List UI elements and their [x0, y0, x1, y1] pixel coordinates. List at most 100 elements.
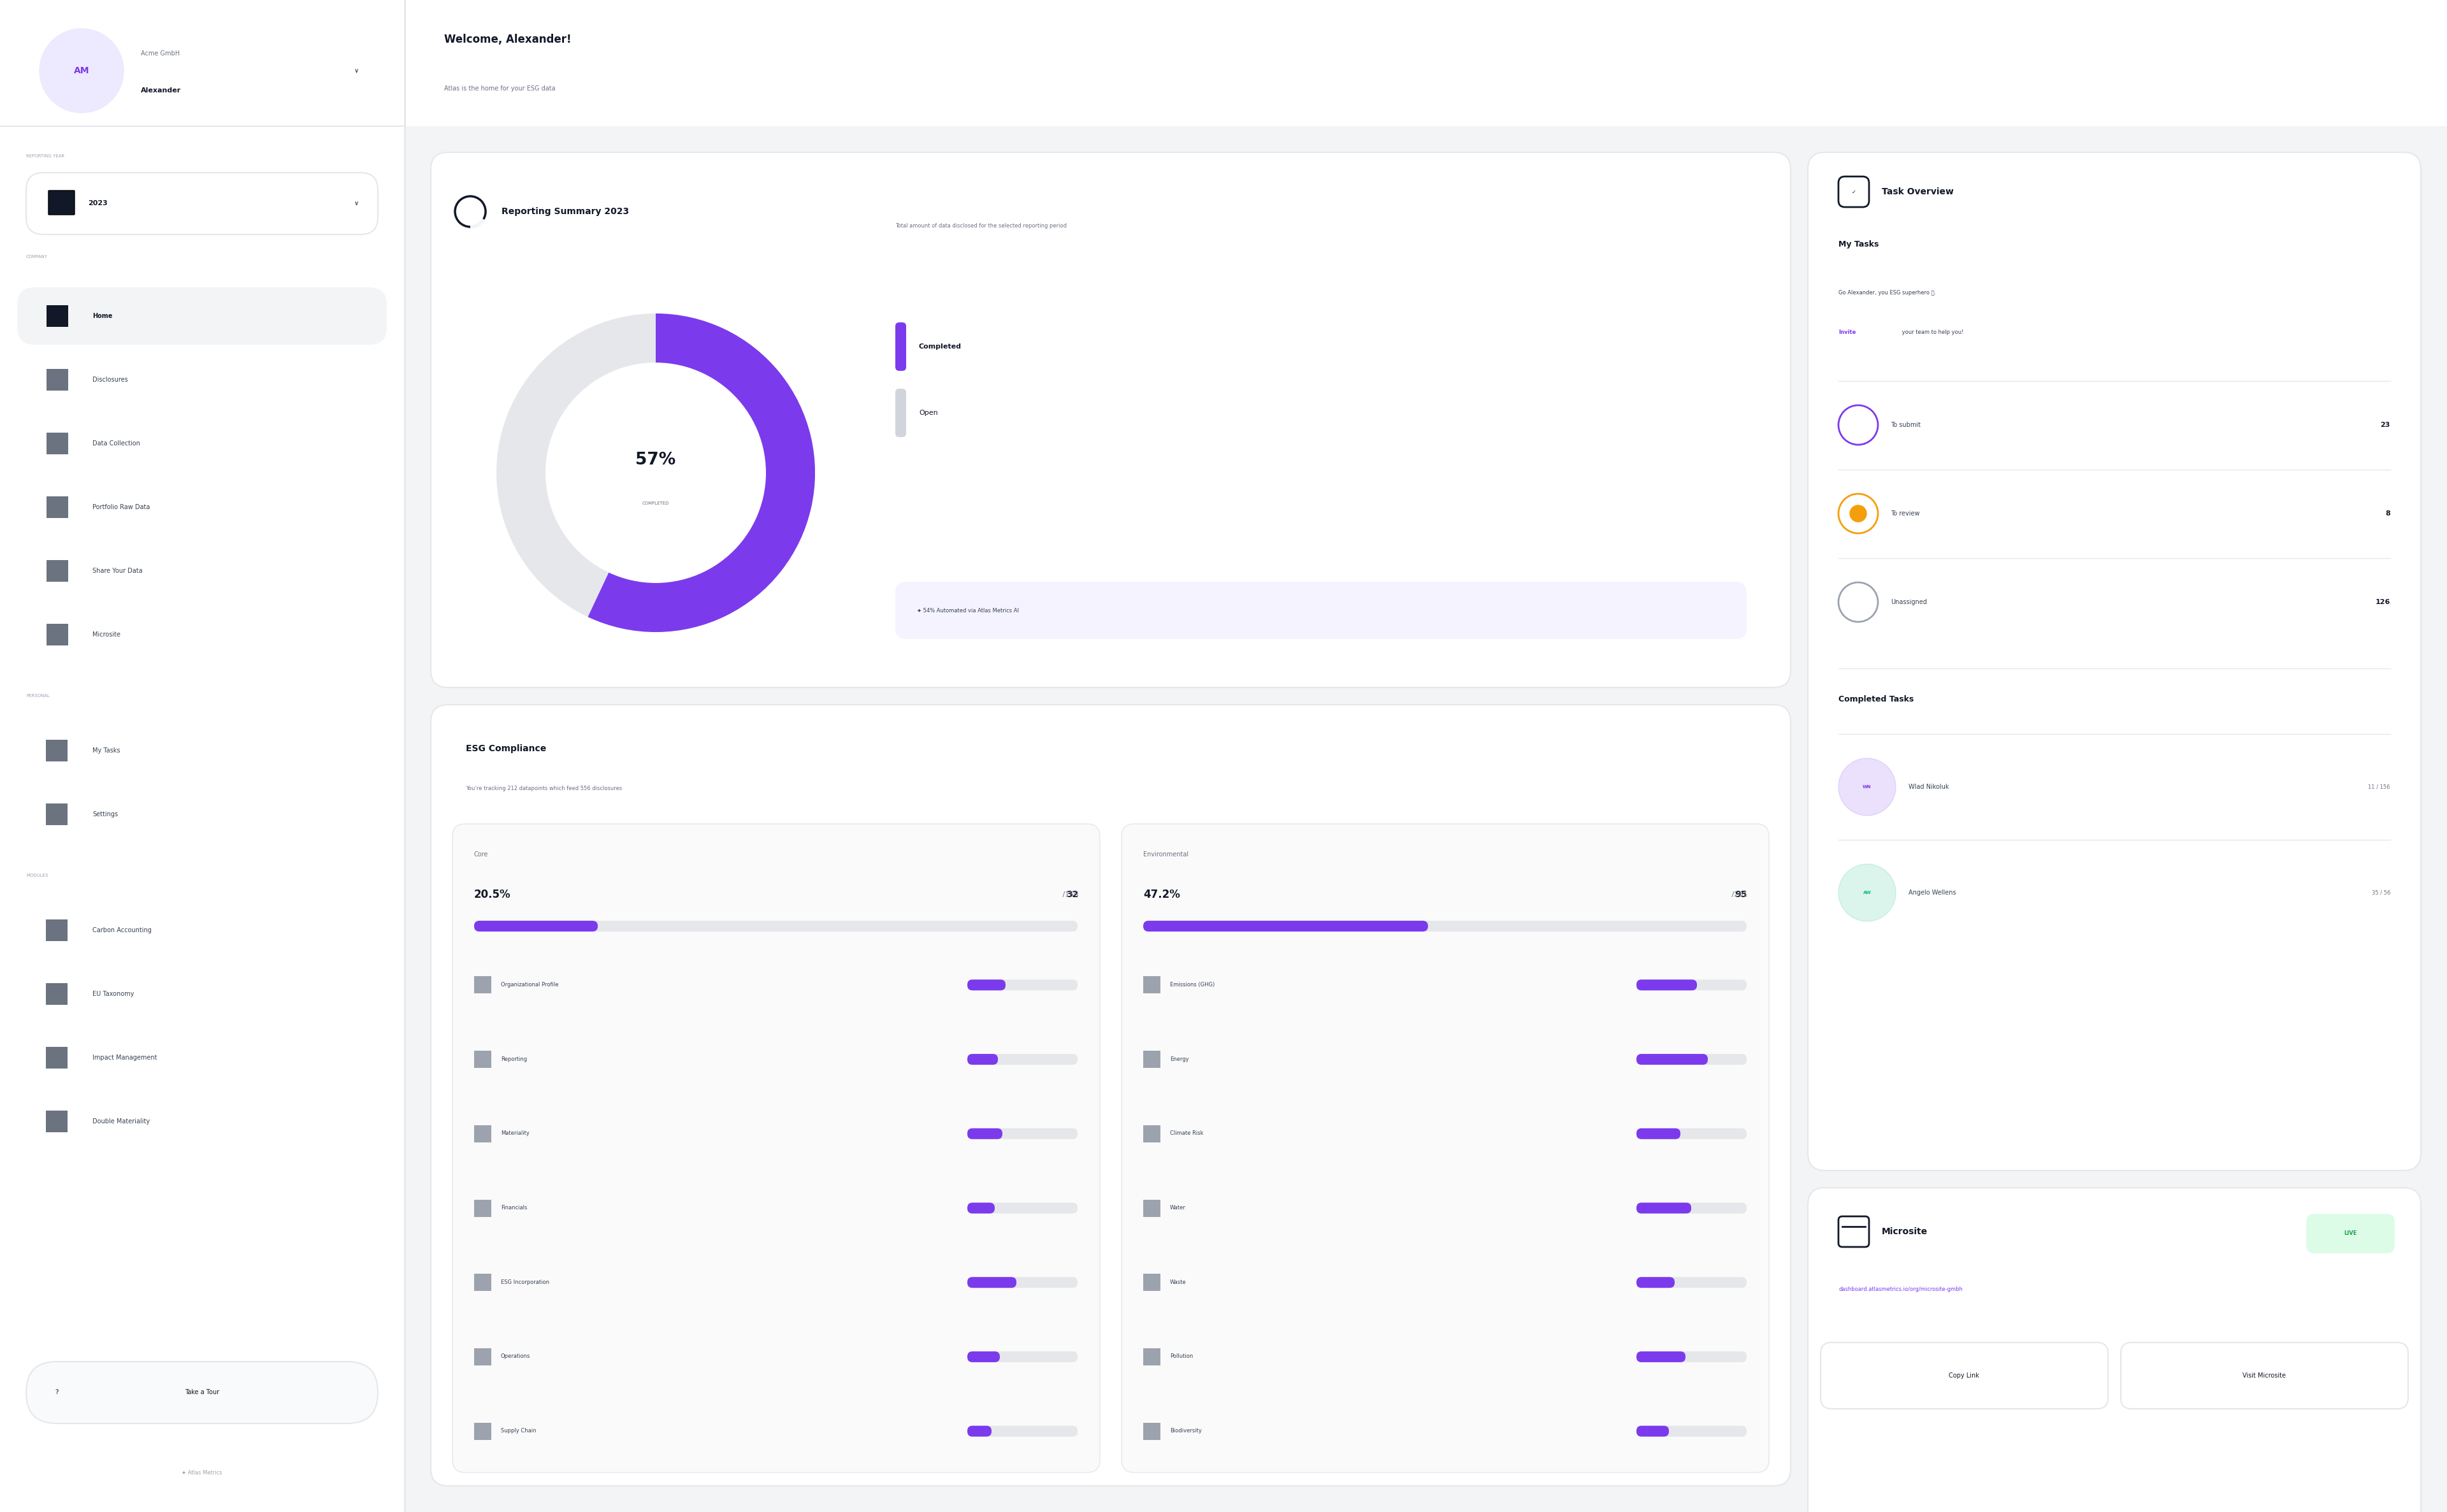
Text: Carbon Accounting: Carbon Accounting	[93, 927, 152, 933]
FancyBboxPatch shape	[1637, 1426, 1747, 1436]
Text: AM: AM	[73, 67, 91, 76]
FancyBboxPatch shape	[896, 322, 905, 370]
Text: Microsite: Microsite	[93, 632, 120, 638]
Bar	[475, 1349, 492, 1365]
Text: 32: 32	[1067, 891, 1079, 900]
Text: Total amount of data disclosed for the selected reporting period: Total amount of data disclosed for the s…	[896, 222, 1067, 228]
Text: ESG Incorporation: ESG Incorporation	[502, 1279, 548, 1285]
FancyBboxPatch shape	[967, 1128, 1077, 1139]
FancyBboxPatch shape	[404, 0, 2447, 125]
Text: My Tasks: My Tasks	[93, 747, 120, 754]
FancyBboxPatch shape	[1637, 1278, 1747, 1288]
Bar	[1143, 977, 1160, 993]
FancyBboxPatch shape	[967, 1352, 1077, 1362]
Bar	[46, 305, 69, 327]
Text: Pollution: Pollution	[1170, 1353, 1194, 1359]
FancyBboxPatch shape	[1637, 1054, 1747, 1064]
FancyBboxPatch shape	[967, 1054, 1077, 1064]
Bar	[1143, 1125, 1160, 1142]
Text: Supply Chain: Supply Chain	[502, 1427, 536, 1433]
Text: Unassigned: Unassigned	[1892, 599, 1926, 605]
FancyBboxPatch shape	[967, 980, 1077, 990]
Circle shape	[1838, 758, 1896, 815]
Text: Home: Home	[93, 313, 113, 319]
Text: ∨: ∨	[355, 200, 360, 207]
Text: Biodiversity: Biodiversity	[1170, 1427, 1201, 1433]
Text: Environmental: Environmental	[1143, 851, 1189, 857]
FancyBboxPatch shape	[475, 921, 1077, 931]
Bar	[46, 624, 69, 646]
Text: 35 / 56: 35 / 56	[2371, 889, 2391, 895]
FancyBboxPatch shape	[967, 1352, 1001, 1362]
FancyBboxPatch shape	[453, 824, 1099, 1473]
Text: Invite: Invite	[1838, 330, 1855, 336]
Bar	[46, 369, 69, 390]
Text: Double Materiality: Double Materiality	[93, 1119, 149, 1125]
FancyBboxPatch shape	[1637, 1352, 1686, 1362]
Text: Emissions (GHG): Emissions (GHG)	[1170, 981, 1214, 987]
Text: 8: 8	[2386, 511, 2391, 517]
Text: MODULES: MODULES	[27, 874, 49, 877]
Text: Go Alexander, you ESG superhero 💚.: Go Alexander, you ESG superhero 💚.	[1838, 290, 1936, 296]
Text: Acme GmbH: Acme GmbH	[142, 50, 179, 57]
Bar	[475, 1273, 492, 1291]
Text: ✦ 54% Automated via Atlas Metrics AI: ✦ 54% Automated via Atlas Metrics AI	[918, 608, 1018, 614]
Text: Open: Open	[920, 410, 937, 416]
Text: Task Overview: Task Overview	[1882, 187, 1953, 197]
Text: Take a Tour: Take a Tour	[186, 1390, 220, 1396]
FancyBboxPatch shape	[1637, 1202, 1691, 1214]
FancyBboxPatch shape	[431, 153, 1791, 688]
Text: EU Taxonomy: EU Taxonomy	[93, 990, 135, 998]
Text: 47.2%: 47.2%	[1143, 889, 1179, 900]
Text: ?: ?	[54, 1390, 59, 1396]
Circle shape	[39, 29, 125, 113]
FancyBboxPatch shape	[967, 1054, 998, 1064]
Text: 2023: 2023	[88, 200, 108, 207]
Text: ✓: ✓	[1852, 189, 1855, 195]
Text: Water: Water	[1170, 1205, 1187, 1211]
Text: Welcome, Alexander!: Welcome, Alexander!	[445, 33, 570, 45]
Text: /156: /156	[1047, 892, 1079, 898]
FancyBboxPatch shape	[49, 191, 73, 215]
Text: Materiality: Materiality	[502, 1131, 529, 1136]
Bar	[475, 977, 492, 993]
Text: PERSONAL: PERSONAL	[27, 694, 49, 697]
FancyBboxPatch shape	[17, 287, 387, 345]
Bar	[1143, 1051, 1160, 1067]
FancyBboxPatch shape	[1637, 980, 1696, 990]
Bar	[46, 432, 69, 454]
FancyBboxPatch shape	[1637, 1352, 1747, 1362]
FancyBboxPatch shape	[896, 582, 1747, 640]
FancyBboxPatch shape	[1637, 980, 1747, 990]
Text: WN: WN	[1862, 785, 1872, 789]
FancyBboxPatch shape	[1808, 1188, 2420, 1512]
FancyBboxPatch shape	[1637, 1426, 1669, 1436]
Bar	[475, 1051, 492, 1067]
Bar	[46, 559, 69, 582]
FancyBboxPatch shape	[1637, 1128, 1681, 1139]
FancyBboxPatch shape	[1637, 1054, 1708, 1064]
Wedge shape	[587, 313, 815, 632]
Bar	[1143, 1423, 1160, 1439]
Bar	[475, 1423, 492, 1439]
FancyBboxPatch shape	[967, 1426, 991, 1436]
Bar	[46, 983, 69, 1005]
Bar	[46, 739, 69, 762]
Text: Impact Management: Impact Management	[93, 1054, 157, 1061]
FancyBboxPatch shape	[967, 1278, 1077, 1288]
Text: Data Collection: Data Collection	[93, 440, 139, 446]
Text: Operations: Operations	[502, 1353, 531, 1359]
Text: Microsite: Microsite	[1882, 1228, 1928, 1237]
Text: Atlas is the home for your ESG data: Atlas is the home for your ESG data	[445, 85, 555, 92]
Bar	[46, 496, 69, 519]
FancyBboxPatch shape	[1143, 921, 1429, 931]
Text: To review: To review	[1892, 511, 1921, 517]
FancyBboxPatch shape	[967, 1128, 1003, 1139]
Text: Completed Tasks: Completed Tasks	[1838, 696, 1914, 703]
Text: To submit: To submit	[1892, 422, 1921, 428]
Text: /201: /201	[1715, 892, 1747, 898]
Wedge shape	[497, 313, 815, 632]
Bar	[46, 919, 69, 940]
Bar	[1143, 1199, 1160, 1217]
Bar	[1143, 1349, 1160, 1365]
